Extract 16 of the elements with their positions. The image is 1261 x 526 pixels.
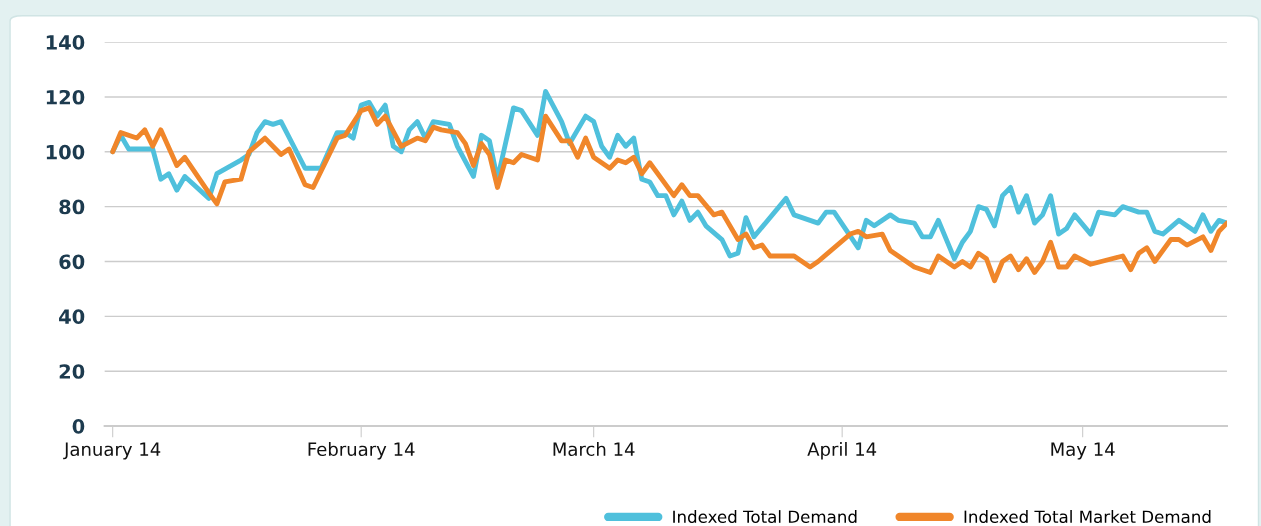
- legend-label: Indexed Total Demand: [673, 510, 857, 524]
- y-tick-label: 40: [59, 309, 85, 325]
- x-tick-label: February 14: [308, 442, 415, 460]
- y-tick-label: 100: [46, 144, 85, 160]
- y-tick-label: 80: [59, 199, 85, 215]
- y-tick-label: 20: [59, 364, 85, 379]
- x-tick-label: March 14: [553, 442, 635, 457]
- x-tick-label: May 14: [1051, 442, 1115, 460]
- y-tick-label: 140: [46, 35, 85, 50]
- x-tick-label: January 14: [63, 442, 161, 460]
- y-tick-label: 0: [72, 419, 85, 434]
- x-tick-label: April 14: [807, 442, 877, 460]
- line-series: [110, 105, 1227, 284]
- y-tick-label: 120: [46, 89, 85, 105]
- legend-label: Indexed Total Market Demand: [964, 510, 1211, 524]
- y-tick-label: 60: [59, 254, 85, 270]
